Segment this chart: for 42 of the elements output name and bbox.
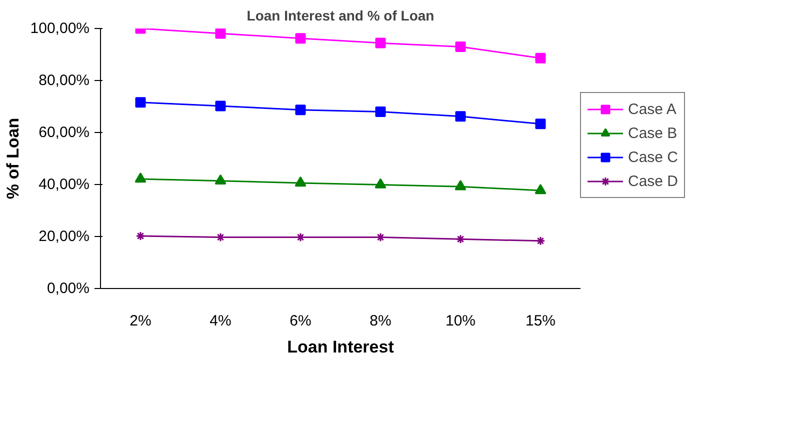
point	[536, 236, 546, 246]
y-tick-label: 60,00%	[38, 124, 90, 141]
point	[294, 176, 306, 187]
legend-label: Case D	[628, 172, 678, 190]
point	[535, 118, 546, 130]
point	[215, 28, 226, 39]
x-tick-label: 15%	[525, 312, 556, 330]
point	[295, 33, 306, 44]
point	[215, 100, 226, 112]
point	[376, 232, 386, 242]
point	[296, 232, 306, 242]
x-axis-title: Loan Interest	[287, 338, 394, 356]
x-tick-label: 2%	[130, 312, 152, 330]
point	[375, 38, 386, 48]
legend-label: Case C	[628, 148, 678, 166]
y-tick-label: 20,00%	[38, 228, 90, 245]
x-tick-label: 10%	[445, 312, 476, 330]
x-tick-label: 6%	[290, 312, 312, 330]
point	[535, 52, 546, 64]
y-tick-label: 100,00%	[30, 20, 90, 37]
point	[134, 172, 146, 183]
point	[455, 41, 466, 52]
point	[534, 184, 546, 194]
x-tick-label: 8%	[370, 312, 392, 330]
point	[135, 97, 146, 108]
point	[216, 232, 226, 242]
point	[455, 111, 466, 122]
y-tick-label: 80,00%	[38, 72, 90, 89]
legend-label: Case B	[628, 124, 678, 142]
point	[454, 180, 466, 190]
point	[295, 104, 306, 116]
chart-title: Loan Interest and % of Loan	[246, 8, 434, 24]
y-tick-label: 0,00%	[46, 280, 90, 297]
point	[456, 234, 466, 244]
y-tick-label: 40,00%	[38, 176, 90, 193]
point	[214, 174, 226, 184]
legend-label: Case A	[628, 100, 676, 118]
point	[374, 178, 386, 188]
x-tick-label: 4%	[210, 312, 232, 330]
y-axis-title: % of Loan	[3, 118, 22, 200]
point	[375, 106, 386, 117]
point	[136, 231, 146, 241]
